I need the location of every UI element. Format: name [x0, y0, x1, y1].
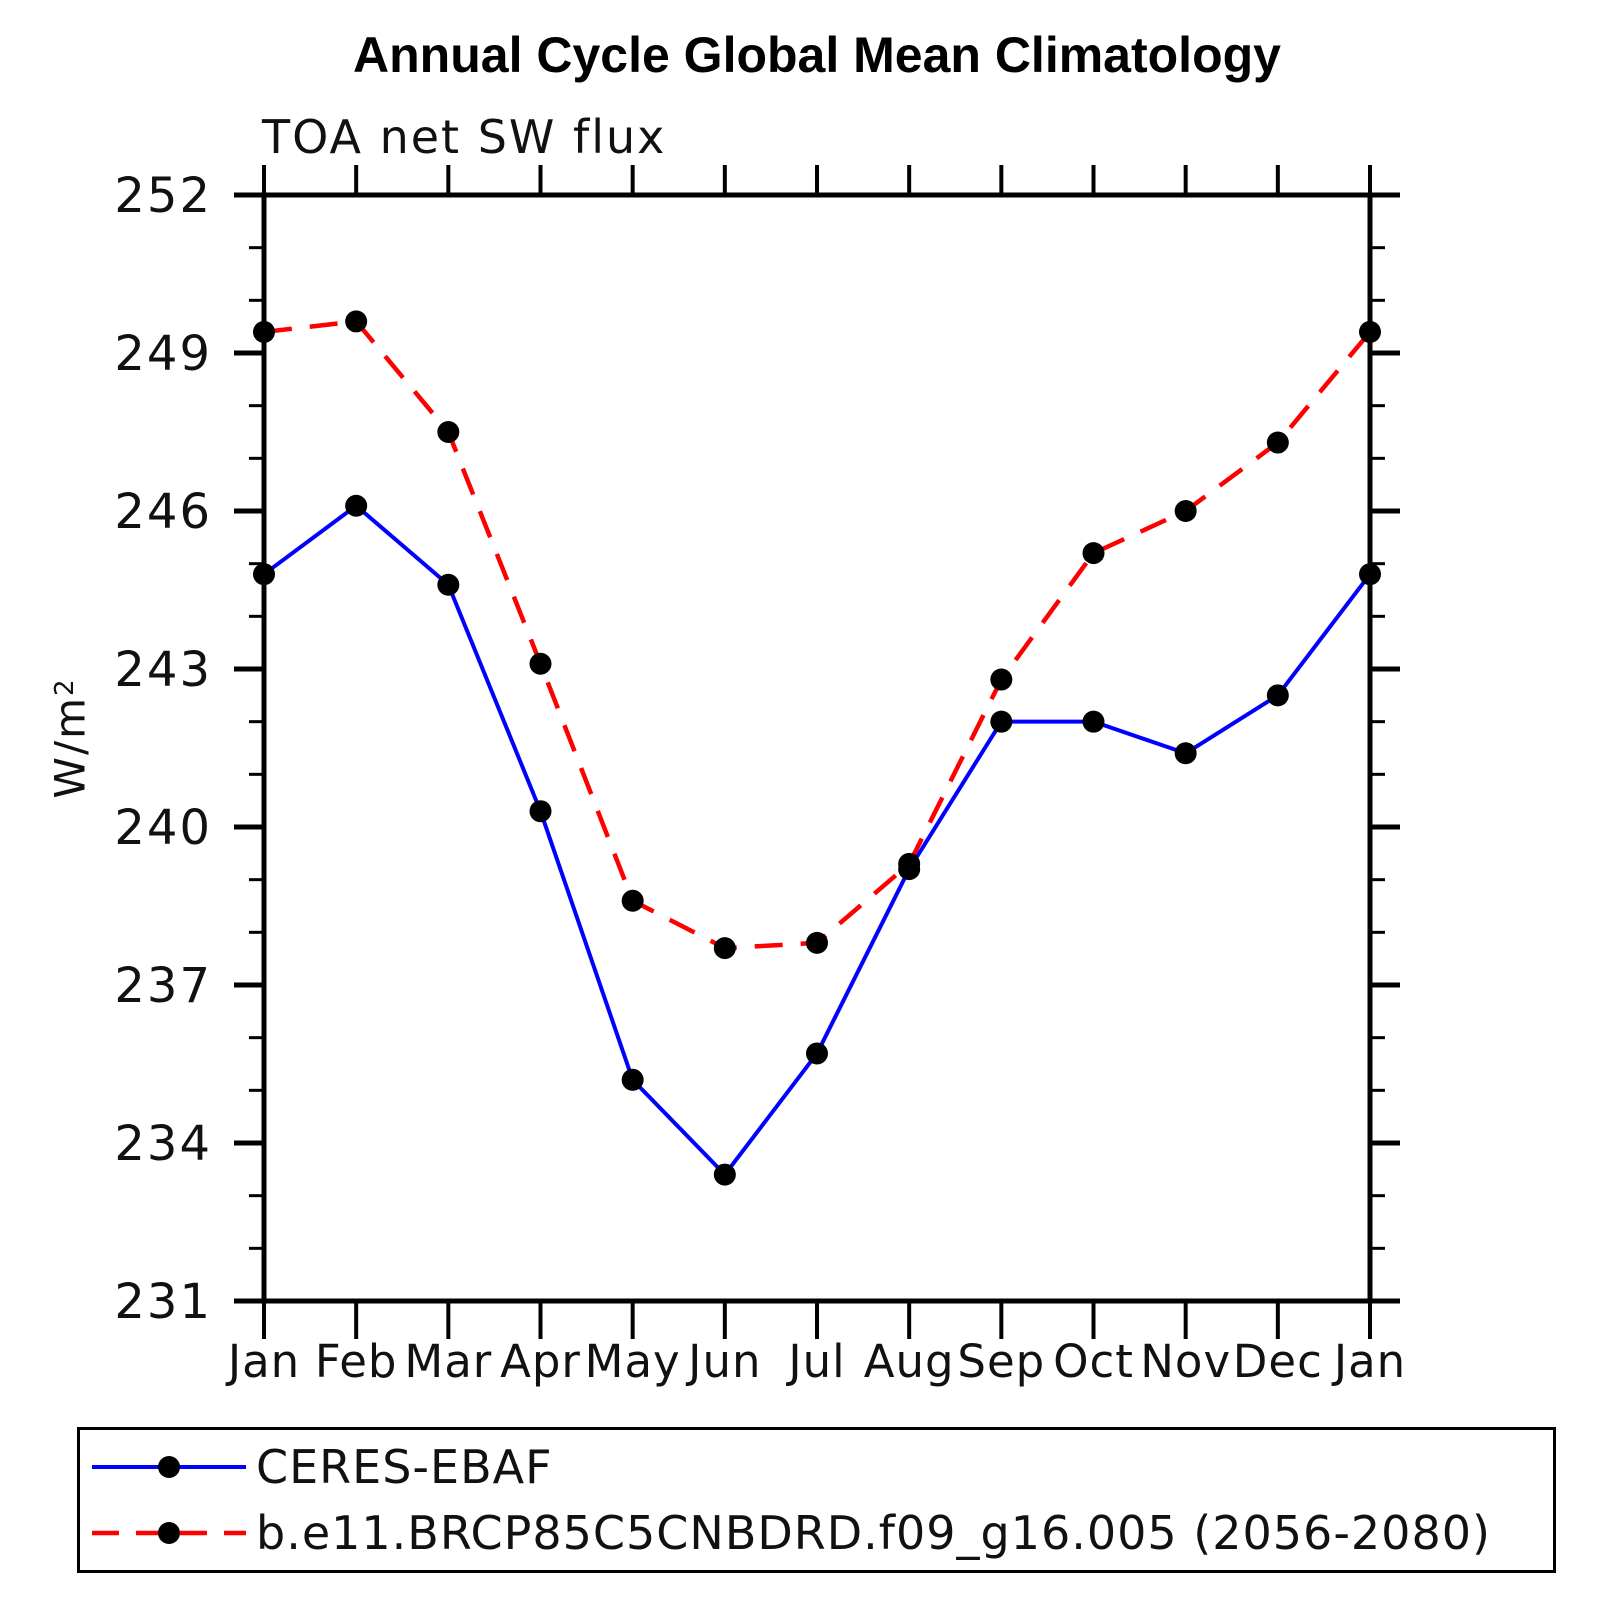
legend-item-ceres-ebaf: CERES-EBAF — [90, 1437, 1553, 1497]
data-point-marker-ceres-ebaf — [253, 563, 275, 586]
legend-marker-dot — [158, 1522, 180, 1545]
x-tick-label: Oct — [1053, 1335, 1134, 1388]
x-tick-label: Apr — [500, 1335, 581, 1388]
legend-sample-dashed-line — [92, 1522, 246, 1545]
x-tick-label: Jun — [685, 1335, 761, 1388]
data-point-marker-b-e11-brcp85c5cnbdrd-f09-g16-005-2056-2080 — [1174, 500, 1197, 522]
data-point-marker-ceres-ebaf — [1359, 563, 1381, 586]
data-point-marker-ceres-ebaf — [1266, 684, 1289, 707]
data-point-marker-ceres-ebaf — [529, 800, 552, 823]
data-point-marker-ceres-ebaf — [990, 710, 1013, 733]
x-tick-label: May — [585, 1335, 681, 1388]
data-point-marker-b-e11-brcp85c5cnbdrd-f09-g16-005-2056-2080 — [437, 421, 460, 443]
x-tick-label: Jan — [225, 1335, 300, 1388]
data-point-marker-b-e11-brcp85c5cnbdrd-f09-g16-005-2056-2080 — [529, 652, 552, 675]
legend-sample-solid-line — [92, 1455, 246, 1478]
series-line-ceres-ebaf — [262, 503, 1372, 1177]
x-tick-label: Jan — [1331, 1335, 1406, 1388]
y-tick-label: 249 — [114, 326, 212, 382]
data-point-marker-b-e11-brcp85c5cnbdrd-f09-g16-005-2056-2080 — [345, 310, 368, 333]
data-point-marker-ceres-ebaf — [437, 573, 460, 596]
data-point-marker-b-e11-brcp85c5cnbdrd-f09-g16-005-2056-2080 — [713, 937, 736, 960]
x-tick-label: Aug — [864, 1335, 955, 1388]
data-point-marker-ceres-ebaf — [345, 494, 368, 517]
y-tick-label: 231 — [114, 1274, 212, 1330]
data-point-marker-b-e11-brcp85c5cnbdrd-f09-g16-005-2056-2080 — [1359, 320, 1381, 343]
legend-item-model-run: b.e11.BRCP85C5CNBDRD.f09_g16.005 (2056-2… — [90, 1503, 1553, 1563]
data-point-marker-b-e11-brcp85c5cnbdrd-f09-g16-005-2056-2080 — [1082, 542, 1105, 565]
x-tick-label: Jul — [785, 1335, 845, 1388]
y-tick-label: 237 — [114, 958, 212, 1014]
x-tick-label: Nov — [1140, 1335, 1231, 1388]
data-point-marker-ceres-ebaf — [1082, 710, 1105, 733]
data-point-marker-ceres-ebaf — [621, 1068, 644, 1091]
y-tick-label: 246 — [114, 484, 212, 540]
data-point-marker-b-e11-brcp85c5cnbdrd-f09-g16-005-2056-2080 — [990, 668, 1013, 691]
y-tick-label: 243 — [114, 642, 212, 698]
legend-marker-dot — [158, 1455, 180, 1478]
data-point-marker-ceres-ebaf — [806, 1042, 828, 1065]
x-tick-label: Sep — [957, 1335, 1045, 1388]
data-point-marker-b-e11-brcp85c5cnbdrd-f09-g16-005-2056-2080 — [621, 889, 644, 912]
y-tick-label: 252 — [114, 168, 212, 224]
y-tick-label: 234 — [114, 1116, 212, 1172]
series-line-b-e11-brcp85c5cnbdrd-f09-g16-005-2056-2080 — [263, 319, 1372, 951]
chart-subtitle: TOA net SW flux — [262, 110, 667, 164]
y-axis-label: W/m2 — [46, 677, 95, 798]
legend-label: b.e11.BRCP85C5CNBDRD.f09_g16.005 (2056-2… — [256, 1506, 1491, 1561]
legend: CERES-EBAF b.e11.BRCP85C5CNBDRD.f09_g16.… — [77, 1427, 1556, 1573]
data-point-marker-b-e11-brcp85c5cnbdrd-f09-g16-005-2056-2080 — [1266, 431, 1289, 454]
y-tick-label: 240 — [114, 800, 212, 856]
x-tick-label: Feb — [315, 1335, 398, 1388]
data-point-marker-ceres-ebaf — [1174, 742, 1197, 765]
plot-frame — [261, 192, 1373, 1304]
legend-label: CERES-EBAF — [256, 1439, 553, 1494]
chart-title: Annual Cycle Global Mean Climatology — [353, 27, 1281, 83]
x-tick-label: Dec — [1233, 1335, 1323, 1388]
y-axis-label-exponent: 2 — [50, 677, 81, 696]
data-point-marker-b-e11-brcp85c5cnbdrd-f09-g16-005-2056-2080 — [898, 852, 921, 875]
data-point-marker-b-e11-brcp85c5cnbdrd-f09-g16-005-2056-2080 — [253, 320, 275, 343]
x-tick-label: Mar — [404, 1335, 492, 1388]
data-point-marker-b-e11-brcp85c5cnbdrd-f09-g16-005-2056-2080 — [806, 931, 828, 954]
data-point-marker-ceres-ebaf — [713, 1163, 736, 1186]
y-axis-label-base: W/m — [45, 695, 95, 799]
